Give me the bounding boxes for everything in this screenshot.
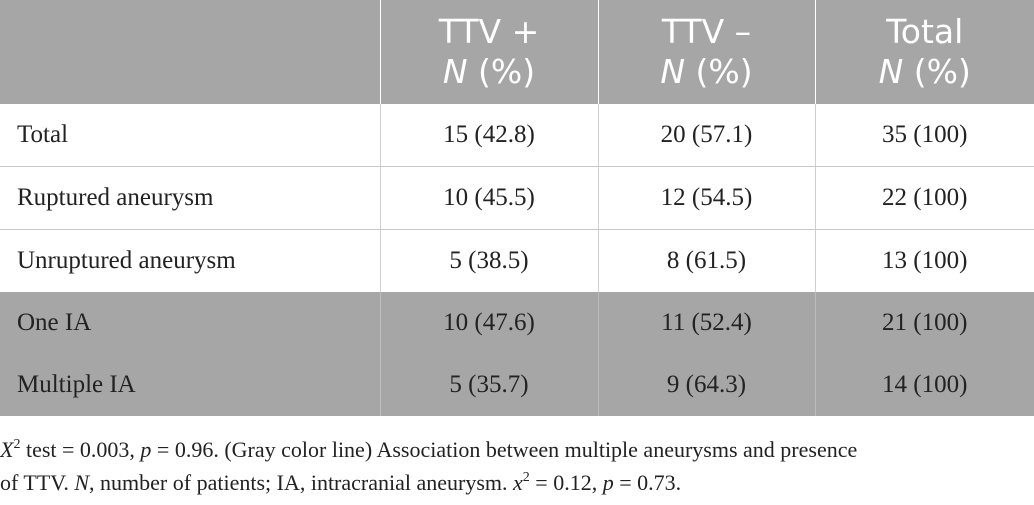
header-title: TTV –: [661, 12, 752, 51]
row-label: One IA: [0, 292, 381, 354]
cell-ttv-negative: 20 (57.1): [598, 104, 816, 167]
row-label: Total: [0, 104, 381, 167]
header-n-symbol: N: [878, 52, 904, 91]
cell-ttv-negative: 12 (54.5): [598, 166, 816, 230]
header-percent: (%): [685, 52, 753, 91]
footnote-text: of TTV.: [0, 470, 75, 495]
table-header-row: TTV + N (%) TTV – N (%) Total N (%): [0, 0, 1034, 104]
header-subtitle: N (%): [816, 52, 1034, 92]
header-percent: (%): [467, 52, 536, 91]
cell-total: 13 (100): [815, 229, 1034, 292]
cell-total: 21 (100): [815, 292, 1034, 354]
cell-ttv-positive: 5 (35.7): [380, 354, 599, 416]
footnote-text: , number of patients; IA, intracranial a…: [89, 470, 514, 495]
cell-ttv-positive: 5 (38.5): [380, 229, 599, 292]
header-n-symbol: N: [660, 52, 686, 91]
chi-square-symbol: X: [0, 437, 14, 462]
cell-ttv-positive: 10 (47.6): [380, 292, 599, 354]
header-ttv-negative: TTV – N (%): [598, 0, 816, 104]
footnote-text: test = 0.003,: [20, 437, 141, 462]
footnote-text: = 0.96. (Gray color line) Association be…: [151, 437, 858, 462]
table-row: Ruptured aneurysm 10 (45.5) 12 (54.5) 22…: [0, 166, 1034, 230]
header-subtitle: N (%): [381, 52, 598, 92]
chi-square-symbol: x: [513, 470, 523, 495]
n-symbol: N: [74, 470, 90, 495]
cell-ttv-negative: 11 (52.4): [598, 292, 816, 354]
footnote-line-2: of TTV. N, number of patients; IA, intra…: [0, 466, 1034, 499]
cell-ttv-positive: 10 (45.5): [380, 166, 599, 230]
table-footnote: X2 test = 0.003, p = 0.96. (Gray color l…: [0, 433, 1034, 499]
p-symbol: p: [140, 437, 152, 462]
header-subtitle: N (%): [599, 52, 815, 92]
row-label: Multiple IA: [0, 354, 381, 416]
header-percent: (%): [903, 52, 971, 91]
cell-total: 22 (100): [815, 166, 1034, 230]
cell-total: 35 (100): [815, 104, 1034, 167]
table-row: Total 15 (42.8) 20 (57.1) 35 (100): [0, 104, 1034, 167]
cell-total: 14 (100): [815, 354, 1034, 416]
header-ttv-positive: TTV + N (%): [380, 0, 599, 104]
superscript: 2: [522, 470, 530, 485]
cell-ttv-negative: 8 (61.5): [598, 229, 816, 292]
superscript: 2: [13, 437, 21, 452]
header-title: TTV +: [438, 12, 540, 51]
header-title: Total: [886, 12, 964, 51]
footnote-line-1: X2 test = 0.003, p = 0.96. (Gray color l…: [0, 433, 1034, 466]
cell-ttv-negative: 9 (64.3): [598, 354, 816, 416]
table-row: Unruptured aneurysm 5 (38.5) 8 (61.5) 13…: [0, 229, 1034, 292]
p-symbol: p: [602, 470, 614, 495]
footnote-text: = 0.12,: [529, 470, 603, 495]
header-total: Total N (%): [815, 0, 1034, 104]
row-label: Unruptured aneurysm: [0, 229, 381, 292]
header-empty-cell: [0, 0, 381, 104]
footnote-text: = 0.73.: [613, 470, 682, 495]
cell-ttv-positive: 15 (42.8): [380, 104, 599, 167]
table-row-highlighted: Multiple IA 5 (35.7) 9 (64.3) 14 (100): [0, 354, 1034, 416]
results-table: TTV + N (%) TTV – N (%) Total N (%) Tota…: [0, 0, 1034, 416]
header-n-symbol: N: [442, 52, 468, 91]
table-row-highlighted: One IA 10 (47.6) 11 (52.4) 21 (100): [0, 292, 1034, 354]
row-label: Ruptured aneurysm: [0, 166, 381, 230]
